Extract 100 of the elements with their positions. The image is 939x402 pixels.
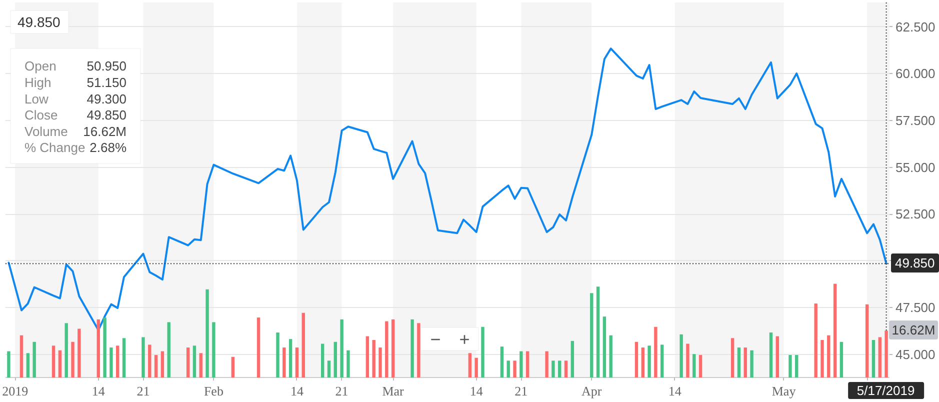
bar	[481, 326, 484, 378]
bar	[500, 346, 504, 378]
bar	[154, 355, 158, 378]
x-tick-label: Apr	[582, 384, 602, 398]
bar	[814, 303, 818, 378]
x-tick-label: 14	[92, 384, 106, 398]
bar	[833, 284, 837, 378]
bar	[32, 342, 36, 378]
bar	[206, 289, 209, 378]
bar	[730, 338, 734, 378]
bar	[366, 336, 370, 378]
bar	[110, 348, 113, 378]
annotation: Low	[24, 91, 49, 106]
bar	[417, 323, 420, 378]
bar	[827, 335, 830, 378]
bar	[334, 342, 337, 378]
bar	[302, 312, 305, 378]
annotation: Close	[24, 108, 58, 123]
ref-line-label: 5/17/2019	[848, 382, 924, 399]
bar	[276, 332, 280, 378]
bar	[468, 353, 472, 378]
annotation: 16.62M	[888, 320, 938, 340]
bar	[167, 322, 170, 378]
bar	[142, 337, 145, 378]
bar	[552, 360, 555, 378]
bar	[410, 319, 414, 378]
bar	[609, 335, 612, 378]
bar	[596, 286, 600, 378]
bar	[212, 322, 216, 378]
bar	[737, 348, 741, 378]
bar	[148, 344, 152, 378]
bar	[526, 351, 530, 378]
bar	[71, 342, 74, 378]
annotation: 16.62M	[83, 124, 127, 139]
annotation: High	[24, 75, 52, 90]
bar	[96, 319, 100, 378]
x-tick-label: 14	[470, 384, 484, 398]
bar	[78, 328, 81, 378]
bar	[564, 360, 568, 378]
bar	[26, 353, 30, 378]
y-tick-label: 57.500	[896, 112, 936, 128]
x-tick-label: 14	[290, 384, 304, 398]
bar	[698, 355, 702, 378]
bar	[872, 340, 876, 378]
bar	[692, 354, 696, 378]
bar	[378, 348, 382, 378]
bar	[199, 353, 202, 378]
annotation: 51.150	[86, 75, 127, 90]
bar	[513, 360, 516, 378]
annotation: Open	[24, 58, 56, 74]
x-tick-label: 21	[514, 384, 528, 398]
bar	[340, 319, 344, 378]
annotation: % Change	[24, 140, 86, 156]
bar	[160, 351, 164, 378]
bar	[680, 334, 683, 378]
bar	[865, 304, 869, 378]
bar	[590, 293, 594, 378]
y-tick-label: 55.000	[896, 160, 936, 175]
annotation: Volume	[24, 124, 68, 139]
bar	[52, 346, 56, 378]
bar	[7, 351, 10, 378]
bar	[686, 344, 690, 378]
bar	[116, 346, 120, 378]
bar	[660, 344, 664, 378]
annotation: 50.950	[86, 58, 127, 74]
bar	[545, 351, 548, 378]
annotation: 49.850	[86, 108, 127, 123]
bar	[64, 323, 68, 378]
x-tick-label: Mar	[382, 384, 405, 398]
annotation: 2.68%	[90, 140, 127, 156]
bar	[878, 337, 882, 378]
x-tick-label: May	[772, 384, 796, 398]
bar	[186, 348, 190, 378]
bar	[320, 344, 324, 378]
bar	[327, 360, 331, 378]
bar	[20, 335, 24, 378]
annotation: 49.300	[86, 91, 127, 106]
x-tick-label: 2019	[2, 384, 28, 398]
bar	[288, 339, 292, 378]
ref-line-label: 49.850	[891, 254, 939, 273]
y-tick-label: 62.500	[896, 19, 936, 34]
bar	[192, 346, 196, 378]
x-tick-label: Feb	[204, 384, 224, 398]
annotation: −	[430, 330, 441, 350]
y-tick-label: 52.500	[896, 206, 936, 222]
bar	[282, 348, 286, 378]
bar	[558, 360, 562, 378]
bar	[744, 348, 747, 378]
bar	[788, 355, 792, 378]
bar	[520, 351, 523, 378]
bar	[884, 330, 888, 378]
bar	[570, 340, 574, 378]
x-tick-label: 14	[668, 384, 682, 398]
bar	[820, 340, 824, 378]
bar	[840, 342, 844, 378]
bar	[602, 316, 606, 378]
bar	[506, 360, 510, 378]
bar	[231, 356, 235, 378]
bar	[648, 346, 651, 378]
bar	[391, 319, 395, 378]
